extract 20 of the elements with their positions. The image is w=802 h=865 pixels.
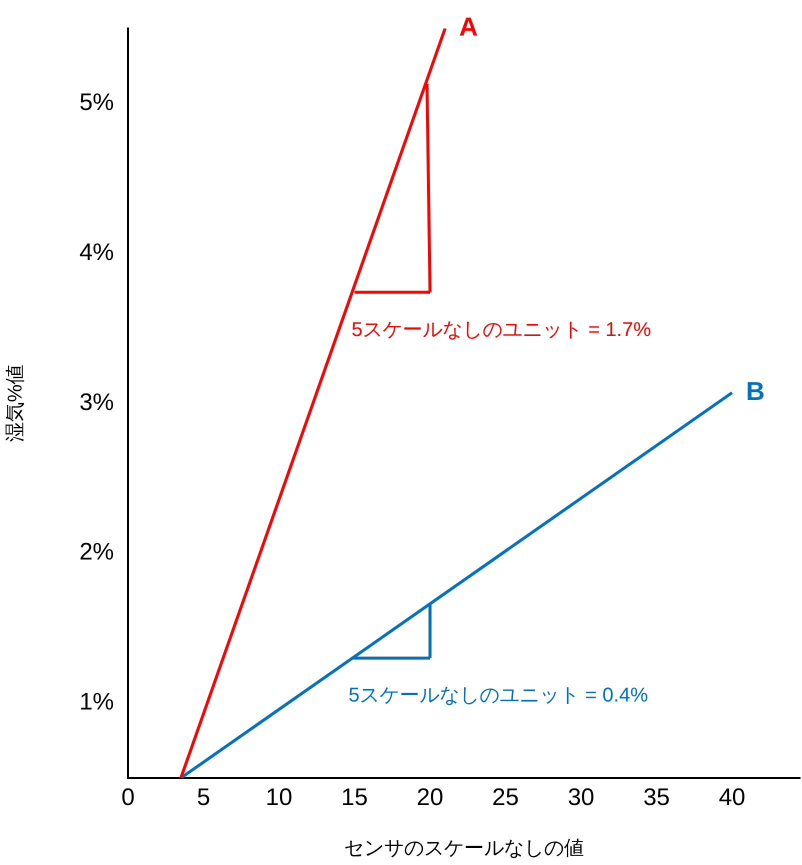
y-tick-label: 4% <box>79 238 114 266</box>
y-tick-label: 5% <box>79 88 114 116</box>
x-tick-label: 5 <box>196 784 210 812</box>
x-tick-label: 0 <box>121 784 135 812</box>
x-tick-label: 40 <box>718 784 746 812</box>
series-label: A <box>459 12 478 42</box>
y-axis-title: 湿気%値 <box>4 364 27 442</box>
annotation: 5スケールなしのユニット = 0.4% <box>348 684 648 707</box>
x-tick-label: 25 <box>492 784 519 812</box>
annotation: 5スケールなしのユニット = 1.7% <box>352 318 652 341</box>
x-axis-title: センサのスケールなしの値 <box>344 838 584 860</box>
x-tick-label: 35 <box>643 784 670 812</box>
x-tick-label: 15 <box>341 784 368 812</box>
x-tick-label: 10 <box>266 784 292 812</box>
y-tick-label: 3% <box>79 388 114 416</box>
x-tick-label: 30 <box>568 784 594 812</box>
x-tick-label: 20 <box>416 784 444 812</box>
series-label: B <box>746 376 765 406</box>
y-tick-label: 1% <box>79 688 114 716</box>
y-tick-label: 2% <box>79 538 114 566</box>
